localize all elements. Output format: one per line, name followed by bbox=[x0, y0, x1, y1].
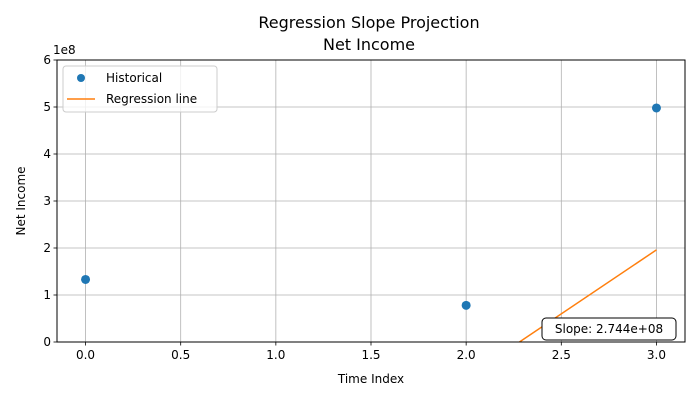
legend: Historical Regression line bbox=[62, 65, 218, 113]
historical-point bbox=[461, 300, 471, 310]
x-tick-label: 2.0 bbox=[457, 348, 476, 362]
x-tick-label: 1.0 bbox=[266, 348, 285, 362]
y-tick-label: 1 bbox=[43, 288, 51, 302]
x-tick-label: 0.5 bbox=[171, 348, 190, 362]
legend-label-regression-line: Regression line bbox=[106, 92, 197, 106]
y-tick-label: 4 bbox=[43, 147, 51, 161]
historical-point bbox=[651, 103, 661, 113]
y-tick-label: 6 bbox=[43, 53, 51, 67]
legend-box bbox=[62, 65, 218, 113]
slope-annotation-text: Slope: 2.744e+08 bbox=[555, 322, 663, 336]
slope-annotation: Slope: 2.744e+08 bbox=[541, 317, 677, 341]
chart-title: Regression Slope Projection Net Income bbox=[258, 13, 479, 54]
x-tick-label: 3.0 bbox=[647, 348, 666, 362]
legend-marker-historical bbox=[77, 74, 85, 82]
historical-point bbox=[81, 274, 91, 284]
y-axis-label: Net Income bbox=[14, 166, 28, 235]
historical-points-layer bbox=[81, 103, 661, 310]
x-tick-label: 1.5 bbox=[361, 348, 380, 362]
y-tick-label: 2 bbox=[43, 241, 51, 255]
x-tick-label: 0.0 bbox=[76, 348, 95, 362]
x-axis-label: Time Index bbox=[337, 372, 404, 386]
x-tick-label: 2.5 bbox=[552, 348, 571, 362]
slope-annotation-box bbox=[541, 317, 677, 341]
chart-title-line-2: Net Income bbox=[323, 35, 415, 54]
y-tick-label: 0 bbox=[43, 335, 51, 349]
axis-ticks: 0.0 0.5 1.0 1.5 2.0 2.5 3.0 0 1 2 3 4 5 6 bbox=[43, 53, 666, 362]
y-axis-offset-text: 1e8 bbox=[53, 43, 76, 57]
y-tick-label: 3 bbox=[43, 194, 51, 208]
chart-title-line-1: Regression Slope Projection bbox=[258, 13, 479, 32]
y-tick-label: 5 bbox=[43, 100, 51, 114]
legend-label-historical: Historical bbox=[106, 71, 162, 85]
